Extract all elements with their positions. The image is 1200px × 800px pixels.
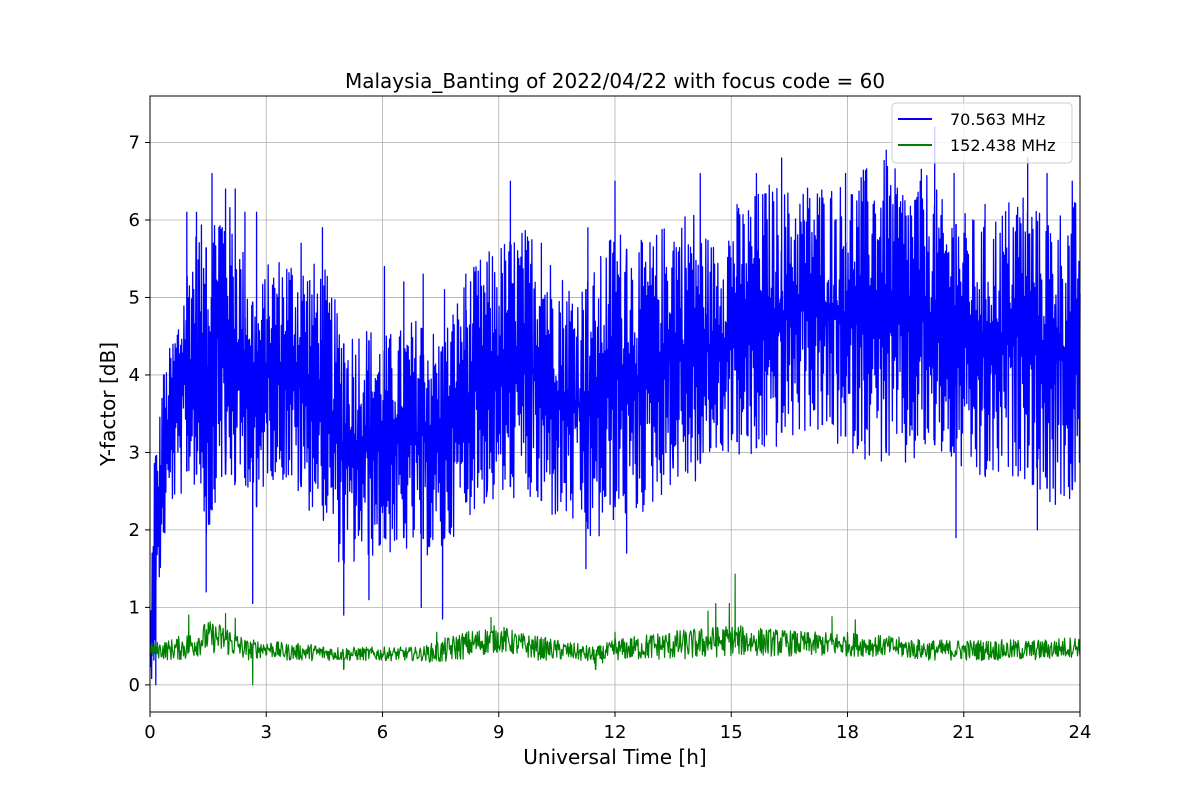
x-tick-label: 24 <box>1069 722 1092 743</box>
series-layer <box>149 126 1081 686</box>
legend: 70.563 MHz 152.438 MHz <box>891 102 1073 164</box>
y-tick-label: 5 <box>129 287 140 308</box>
y-tick-label: 4 <box>129 365 140 386</box>
y-tick-label: 2 <box>129 520 140 541</box>
legend-box <box>891 102 1073 164</box>
x-tick-label: 18 <box>836 722 859 743</box>
legend-label-70mhz: 70.563 MHz <box>950 110 1045 129</box>
x-tick-label: 6 <box>377 722 388 743</box>
chart-title: Malaysia_Banting of 2022/04/22 with focu… <box>345 69 885 93</box>
x-tick-label: 15 <box>720 722 743 743</box>
series-70mhz-line <box>149 126 1081 686</box>
y-tick-label: 3 <box>129 442 140 463</box>
y-tick-label: 0 <box>129 675 140 696</box>
x-tick-label: 12 <box>604 722 627 743</box>
x-tick-label: 21 <box>952 722 975 743</box>
y-tick-label: 1 <box>129 597 140 618</box>
y-axis-label: Y-factor [dB] <box>96 342 120 467</box>
x-tick-label: 3 <box>261 722 272 743</box>
y-tick-label: 7 <box>129 132 140 153</box>
x-tick-label: 0 <box>144 722 155 743</box>
y-tick-label: 6 <box>129 210 140 231</box>
legend-label-152mhz: 152.438 MHz <box>950 136 1055 155</box>
x-axis-label: Universal Time [h] <box>523 745 706 769</box>
x-tick-label: 9 <box>493 722 504 743</box>
series-152mhz-line <box>149 573 1081 686</box>
